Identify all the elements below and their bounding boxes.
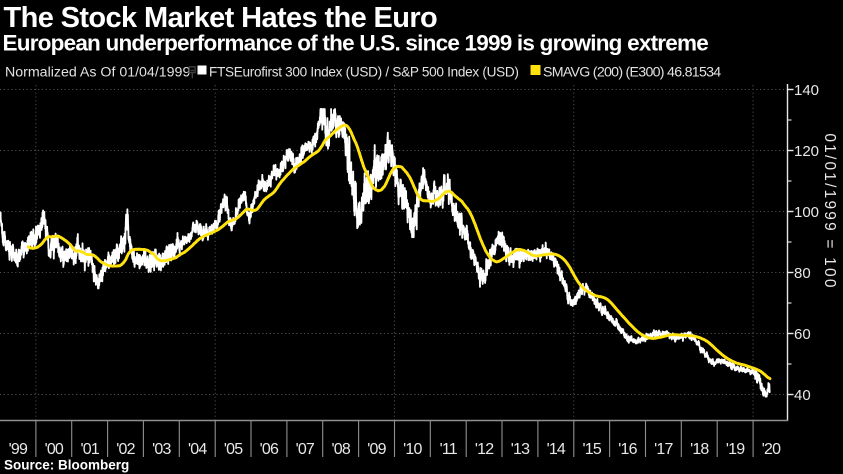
svg-text:'04: '04 (188, 441, 207, 458)
svg-text:'06: '06 (260, 441, 279, 458)
svg-text:Normalized As Of 01/04/1999: Normalized As Of 01/04/1999 (5, 65, 190, 81)
svg-text:'01: '01 (80, 441, 99, 458)
svg-text:'03: '03 (152, 441, 171, 458)
svg-text:40: 40 (794, 387, 811, 404)
svg-text:'00: '00 (45, 441, 64, 458)
svg-text:120: 120 (794, 143, 819, 160)
svg-text:'18: '18 (690, 441, 709, 458)
svg-text:60: 60 (794, 326, 811, 343)
svg-text:'05: '05 (224, 441, 243, 458)
svg-text:SMAVG (200) (E300) 46.81534: SMAVG (200) (E300) 46.81534 (543, 65, 721, 81)
svg-text:'20: '20 (762, 441, 781, 458)
svg-text:'14: '14 (547, 441, 566, 458)
svg-text:'08: '08 (331, 441, 350, 458)
svg-text:FTSEurofirst 300 Index (USD) /: FTSEurofirst 300 Index (USD) / S&P 500 I… (209, 65, 519, 80)
svg-text:'12: '12 (475, 441, 494, 458)
svg-text:'11: '11 (440, 441, 458, 458)
svg-text:'15: '15 (582, 441, 601, 458)
svg-text:140: 140 (794, 82, 819, 99)
svg-text:'07: '07 (296, 441, 315, 458)
svg-text:01/01/1999 = 100: 01/01/1999 = 100 (821, 133, 838, 289)
svg-text:'10: '10 (403, 441, 422, 458)
svg-text:'16: '16 (618, 441, 637, 458)
svg-text:80: 80 (794, 265, 811, 282)
svg-text:The Stock Market Hates the Eur: The Stock Market Hates the Euro (4, 2, 438, 34)
svg-text:'19: '19 (726, 441, 745, 458)
svg-text:'09: '09 (367, 441, 386, 458)
svg-text:'02: '02 (116, 441, 135, 458)
svg-text:European underperformance of t: European underperformance of the U.S. si… (3, 31, 709, 56)
svg-text:'99: '99 (9, 441, 28, 458)
svg-text:'17: '17 (654, 441, 673, 458)
svg-text:100: 100 (794, 204, 819, 221)
svg-text:Source: Bloomberg: Source: Bloomberg (4, 458, 129, 473)
svg-text:'13: '13 (511, 441, 530, 458)
